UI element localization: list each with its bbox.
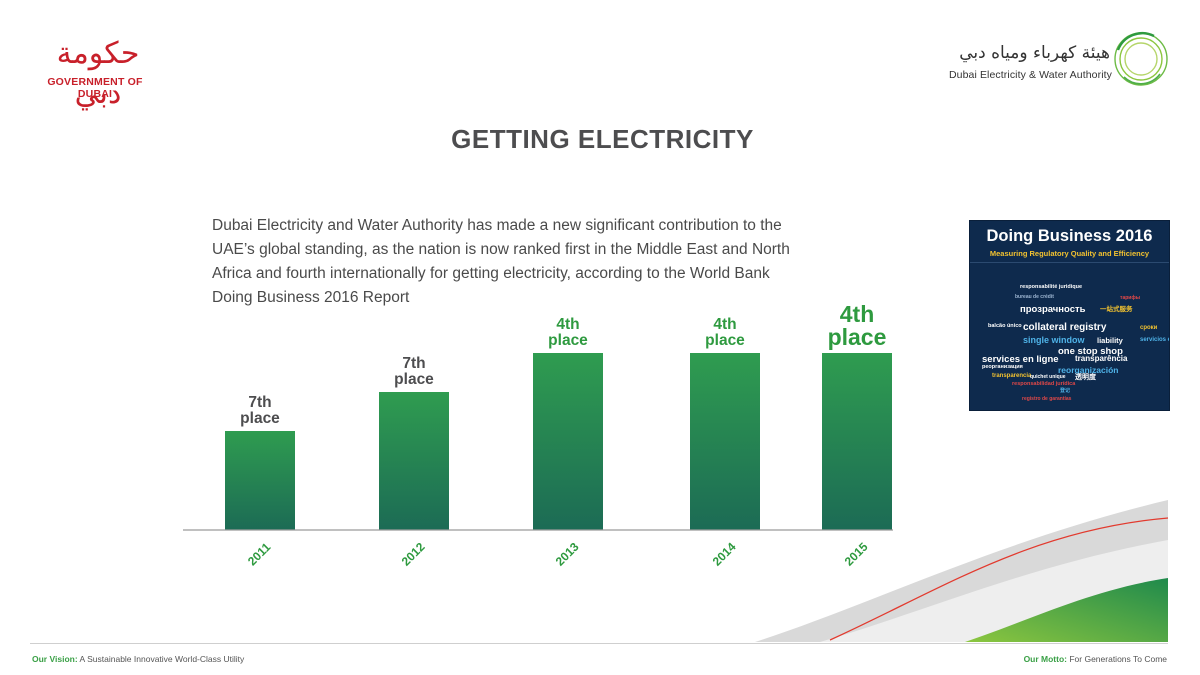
report-cover-subtitle: Measuring Regulatory Quality and Efficie… xyxy=(989,249,1150,258)
footer-vision: Our Vision: A Sustainable Innovative Wor… xyxy=(32,654,244,664)
cover-word: one stop shop xyxy=(1058,346,1123,357)
doing-business-report-cover: Doing Business 2016 Measuring Regulatory… xyxy=(969,220,1170,411)
government-of-dubai-logo: حكومة دبي GOVERNMENT OF DUBAI xyxy=(30,34,160,111)
bar-label-2015-rank: 4th xyxy=(840,301,875,327)
intro-line: Dubai Electricity and Water Authority ha… xyxy=(212,217,782,234)
bar-label-2011-rank: 7th xyxy=(248,394,271,411)
x-tick-2012: 2012 xyxy=(399,540,428,569)
cover-word: 透明度 xyxy=(1075,374,1096,381)
decorative-wave xyxy=(755,500,1169,642)
dewa-logo: هيئة كهرباء ومياه دبي Dubai Electricity … xyxy=(920,28,1170,93)
vision-label: Our Vision: xyxy=(32,654,78,664)
intro-line: Doing Business 2016 Report xyxy=(212,289,410,306)
cover-word: quichet unique xyxy=(1030,374,1066,380)
bar-2015 xyxy=(822,353,892,530)
motto-label: Our Motto: xyxy=(1023,654,1067,664)
cover-word: сроки xyxy=(1140,325,1158,331)
cover-word: прозрачность xyxy=(1020,304,1086,315)
report-cover-divider xyxy=(970,262,1169,263)
motto-text: For Generations To Come xyxy=(1067,654,1167,664)
bar-label-2013-rank: 4th xyxy=(556,316,579,333)
intro-line: UAE’s global standing, as the nation is … xyxy=(212,241,790,258)
bar-label-2014-rank: 4th xyxy=(713,316,736,333)
cover-word: тарифы xyxy=(1120,295,1141,301)
gov-logo-english: GOVERNMENT OF DUBAI xyxy=(47,76,143,100)
dewa-logo-english: Dubai Electricity & Water Authority xyxy=(949,69,1112,81)
report-cover-title: Doing Business 2016 xyxy=(986,227,1153,245)
cover-word: registro de garantías xyxy=(1022,396,1072,402)
dewa-logo-arabic: هيئة كهرباء ومياه دبي xyxy=(959,43,1110,63)
cover-word: реорганизация xyxy=(982,364,1023,370)
footer-divider xyxy=(30,643,1168,644)
bar-label-2013-place: place xyxy=(548,332,588,349)
cover-word: responsabilidad jurídica xyxy=(1012,381,1076,387)
intro-line: Africa and fourth internationally for ge… xyxy=(212,265,770,282)
bar-label-2012-rank: 7th xyxy=(402,355,425,372)
cover-word: services en ligne xyxy=(982,354,1059,365)
bar-2012 xyxy=(379,392,449,530)
bar-2014 xyxy=(690,353,760,530)
cover-word: liability xyxy=(1097,336,1123,345)
cover-word: balcão único xyxy=(988,323,1022,329)
bar-label-2011-place: place xyxy=(240,410,280,427)
cover-word: responsabilité juridique xyxy=(1020,284,1083,290)
cover-word: single window xyxy=(1023,335,1085,345)
dewa-ring-icon xyxy=(1114,32,1168,86)
page-title: GETTING ELECTRICITY xyxy=(451,124,754,154)
x-tick-2011: 2011 xyxy=(245,540,274,569)
bar-label-2012-place: place xyxy=(394,371,434,388)
gov-logo-arabic: حكومة دبي xyxy=(56,36,140,111)
bar-label-2014-place: place xyxy=(705,332,745,349)
bar-label-2015-place: place xyxy=(828,324,887,350)
cover-word: reorganización xyxy=(1058,365,1119,375)
intro-paragraph: Dubai Electricity and Water Authority ha… xyxy=(212,214,852,310)
bar-2011 xyxy=(225,431,295,530)
cover-word: servicios en línea xyxy=(1140,337,1169,343)
report-cover-word-cloud: responsabilité juridique bureau de crédit… xyxy=(970,221,1169,410)
cover-word: bureau de crédit xyxy=(1015,294,1054,300)
footer-motto: Our Motto: For Generations To Come xyxy=(1024,654,1167,664)
cover-word: 登记 xyxy=(1060,388,1071,394)
cover-word: 一站式服务 xyxy=(1100,306,1133,313)
x-tick-2013: 2013 xyxy=(553,540,582,569)
vision-text: A Sustainable Innovative World-Class Uti… xyxy=(77,654,245,664)
cover-word: collateral registry xyxy=(1023,322,1107,333)
bar-2013 xyxy=(533,353,603,530)
cover-word: transparencia xyxy=(992,373,1032,379)
cover-word: transparência xyxy=(1075,354,1128,363)
